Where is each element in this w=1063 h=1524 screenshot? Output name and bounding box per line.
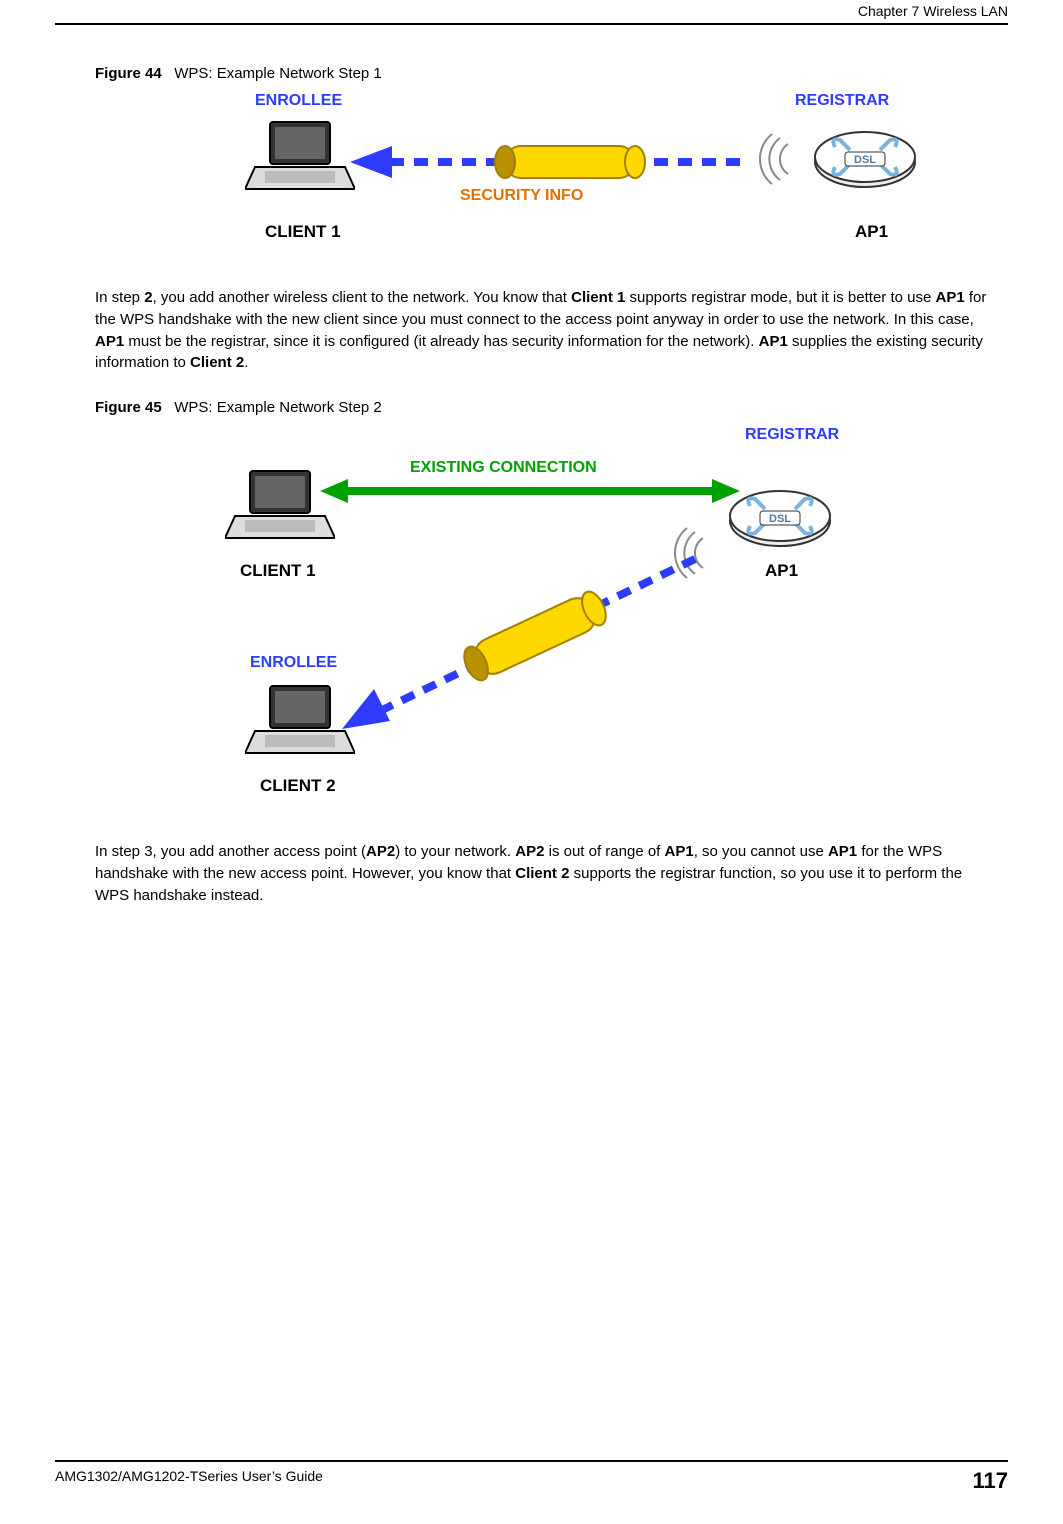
p1-t4: must be the registrar, since it is confi… bbox=[124, 333, 758, 350]
p2-t1: In step 3, you add another access point … bbox=[95, 843, 366, 860]
p2-ap1b: AP1 bbox=[828, 843, 857, 860]
security-info-arrow bbox=[350, 142, 760, 182]
content-area: Figure 44 WPS: Example Network Step 1 EN… bbox=[55, 25, 1008, 906]
laptop-icon bbox=[245, 117, 355, 197]
p2-ap2b: AP2 bbox=[515, 843, 544, 860]
p2-t3: is out of range of bbox=[544, 843, 664, 860]
figure44-number: Figure 44 bbox=[95, 65, 162, 82]
figure45-registrar-label: REGISTRAR bbox=[745, 426, 839, 444]
p2-ap1: AP1 bbox=[665, 843, 694, 860]
p1-t6: . bbox=[244, 354, 248, 371]
figure45-ap1-label: AP1 bbox=[765, 561, 798, 581]
figure44-securityinfo-label: SECURITY INFO bbox=[460, 187, 583, 205]
p2-t4: , so you cannot use bbox=[694, 843, 828, 860]
p1-t1: , you add another wireless client to the… bbox=[153, 289, 572, 306]
p1-t2: supports registrar mode, but it is bette… bbox=[625, 289, 935, 306]
p2-ap2a: AP2 bbox=[366, 843, 395, 860]
dsl-text: DSL bbox=[854, 154, 876, 166]
laptop1-icon bbox=[225, 466, 335, 546]
p1-client1: Client 1 bbox=[571, 289, 625, 306]
p1-ap1b: AP1 bbox=[95, 333, 124, 350]
figure44-ap1-label: AP1 bbox=[855, 222, 888, 242]
figure45-enrollee-label: ENROLLEE bbox=[250, 654, 337, 672]
dsl-router-icon: DSL bbox=[810, 122, 920, 192]
laptop2-icon bbox=[245, 681, 355, 761]
p1-client2: Client 2 bbox=[190, 354, 244, 371]
figure44-caption: Figure 44 WPS: Example Network Step 1 bbox=[95, 65, 988, 82]
figure44-enrollee-label: ENROLLEE bbox=[255, 92, 342, 110]
chapter-header: Chapter 7 Wireless LAN bbox=[848, 3, 1008, 19]
figure44-client1-label: CLIENT 1 bbox=[265, 222, 341, 242]
footer-pagenum: 117 bbox=[973, 1468, 1009, 1494]
figure45-number: Figure 45 bbox=[95, 399, 162, 416]
p1-ap1a: AP1 bbox=[935, 289, 964, 306]
figure45-client2-label: CLIENT 2 bbox=[260, 776, 336, 796]
existing-connection-arrow bbox=[320, 476, 740, 506]
p2-client2: Client 2 bbox=[515, 865, 569, 882]
figure45-diagram: REGISTRAR EXISTING CONNECTION CLIENT 1 A… bbox=[155, 426, 985, 816]
figure45-existingconn-label: EXISTING CONNECTION bbox=[410, 459, 597, 477]
figure45-caption: Figure 45 WPS: Example Network Step 2 bbox=[95, 399, 988, 416]
dsl-router2-icon: DSL bbox=[725, 481, 835, 551]
paragraph-step2: In step 2, you add another wireless clie… bbox=[95, 287, 988, 374]
figure44-title: WPS: Example Network Step 1 bbox=[174, 65, 382, 82]
page-footer: AMG1302/AMG1202-TSeries User’s Guide 117 bbox=[55, 1460, 1008, 1494]
p1-step: 2 bbox=[144, 289, 152, 306]
figure44-diagram: ENROLLEE REGISTRAR SECURITY INFO CLIENT … bbox=[155, 92, 985, 262]
figure45-client1-label: CLIENT 1 bbox=[240, 561, 316, 581]
figure45-title: WPS: Example Network Step 2 bbox=[174, 399, 382, 416]
page-container: Chapter 7 Wireless LAN Figure 44 WPS: Ex… bbox=[0, 0, 1063, 1524]
p2-t2: ) to your network. bbox=[395, 843, 515, 860]
dsl-text2: DSL bbox=[769, 513, 791, 525]
paragraph-step3: In step 3, you add another access point … bbox=[95, 841, 988, 906]
security-info-arrow2 bbox=[340, 541, 710, 731]
p1-pre: In step bbox=[95, 289, 144, 306]
footer-guide: AMG1302/AMG1202-TSeries User’s Guide bbox=[55, 1468, 323, 1484]
figure44-registrar-label: REGISTRAR bbox=[795, 92, 889, 110]
p1-ap1c: AP1 bbox=[759, 333, 788, 350]
